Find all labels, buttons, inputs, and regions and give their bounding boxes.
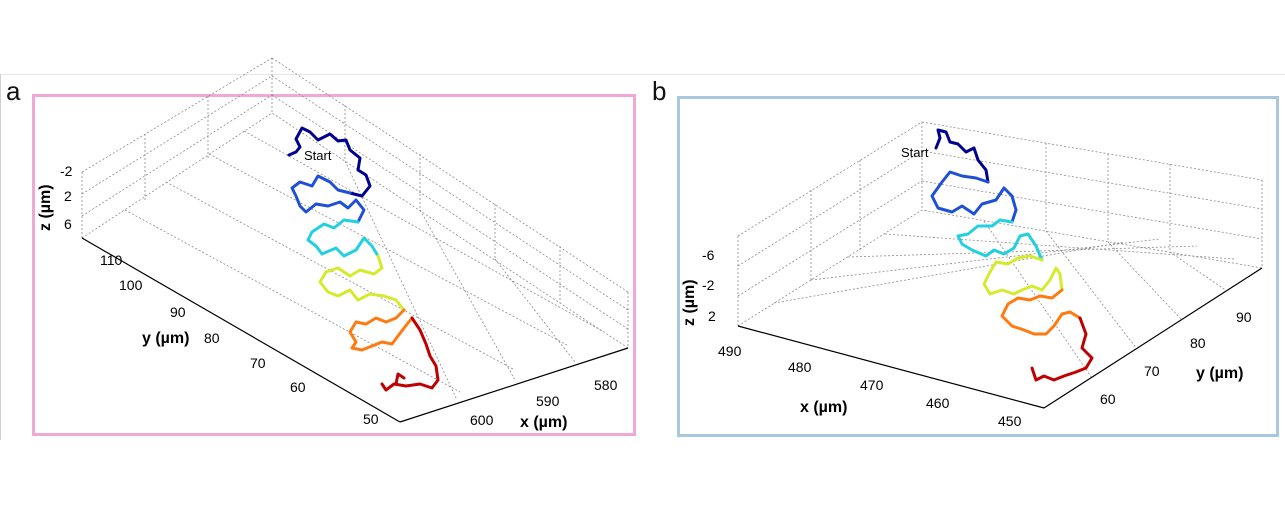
chart-a-ztick-1: 2 xyxy=(64,188,72,204)
chart-a-traj-seg6 xyxy=(380,316,440,392)
chart-a-ytick-60: 60 xyxy=(290,379,306,395)
panel-a-frame xyxy=(32,94,636,436)
chart-a-ytick-70: 70 xyxy=(250,355,266,371)
chart-a-ytick-50: 50 xyxy=(363,411,379,427)
chart-b-zlabel: z (µm) xyxy=(681,279,698,326)
chart-b-start-label: Start xyxy=(901,145,929,160)
chart-b-trajectory xyxy=(930,128,1094,382)
chart-a-zticks: -2 2 6 xyxy=(60,163,73,232)
chart-a-zlabel: z (µm) xyxy=(37,184,54,231)
chart-a-ytick-90: 90 xyxy=(170,304,186,320)
chart-b-xticks: 450 460 470 480 490 xyxy=(718,343,1022,429)
chart-b-ytick-80: 80 xyxy=(1190,335,1206,351)
chart-b-xtick-480: 480 xyxy=(788,359,812,375)
chart-b-traj-seg5 xyxy=(1000,288,1082,336)
chart-b-axes xyxy=(737,267,1263,409)
chart-a-xtick-600: 600 xyxy=(470,412,494,428)
chart-a-ytick-110: 110 xyxy=(100,252,123,268)
chart-b-ztick-1: -2 xyxy=(702,277,715,293)
panel-a-label: a xyxy=(6,76,21,106)
chart-a-ytick-100: 100 xyxy=(119,277,143,293)
chart-b-ytick-90: 90 xyxy=(1236,309,1252,325)
chart-a-ztick-2: 6 xyxy=(64,216,72,232)
chart-a-start-label: Start xyxy=(304,148,332,163)
chart-b-traj-seg4 xyxy=(982,254,1064,296)
chart-b-xtick-460: 460 xyxy=(926,395,950,411)
chart-b-traj-seg2 xyxy=(930,170,1018,224)
chart-a-ytick-80: 80 xyxy=(204,330,220,346)
chart-a-traj-seg1 xyxy=(287,126,372,198)
chart-a-yticks: 50 60 70 80 90 100 110 xyxy=(100,252,379,427)
chart-a-xticks: 580 590 600 xyxy=(470,377,618,428)
chart-b-yticks: 60 70 80 90 xyxy=(1100,309,1252,407)
chart-b-grid xyxy=(737,121,1264,409)
chart-b-ztick-2: 2 xyxy=(708,308,716,324)
chart-b-traj-seg1 xyxy=(934,128,990,184)
chart-b-xtick-450: 450 xyxy=(998,413,1022,429)
chart-a-grid xyxy=(81,57,629,423)
left-rule xyxy=(0,74,1,440)
chart-b-ytick-70: 70 xyxy=(1144,363,1160,379)
chart-b-zticks: -6 -2 2 xyxy=(702,247,716,324)
chart-a-traj-seg4 xyxy=(318,254,406,312)
panel-b-label: b xyxy=(652,76,667,106)
chart-b: Start -6 -2 2 z (µm) 450 460 470 480 490… xyxy=(681,121,1264,429)
chart-a-axes xyxy=(81,237,629,423)
chart-b-ztick-0: -6 xyxy=(702,247,715,263)
chart-b-traj-seg6 xyxy=(1030,316,1094,382)
chart-a-trajectory xyxy=(287,126,440,392)
chart-b-ylabel: y (µm) xyxy=(1196,365,1243,382)
chart-a-xlabel: x (µm) xyxy=(520,414,567,431)
chart-b-xtick-490: 490 xyxy=(718,343,742,359)
chart-a-traj-seg3 xyxy=(306,218,380,258)
chart-a-traj-seg2 xyxy=(290,174,366,224)
chart-a: Start -2 2 6 z (µm) 50 60 70 80 90 100 1… xyxy=(37,57,629,431)
chart-a-xtick-590: 590 xyxy=(536,393,560,409)
chart-b-xtick-470: 470 xyxy=(860,377,884,393)
panel-b-frame xyxy=(677,96,1279,437)
top-rule xyxy=(0,74,1285,75)
chart-b-xlabel: x (µm) xyxy=(800,399,847,416)
chart-b-traj-seg3 xyxy=(956,218,1044,262)
chart-a-ylabel: y (µm) xyxy=(142,330,189,347)
chart-a-ztick-0: -2 xyxy=(60,163,73,179)
chart-a-traj-seg5 xyxy=(348,308,414,352)
chart-b-ytick-60: 60 xyxy=(1100,391,1116,407)
chart-a-traj-seg6b xyxy=(394,372,406,386)
chart-a-xtick-580: 580 xyxy=(594,377,618,393)
